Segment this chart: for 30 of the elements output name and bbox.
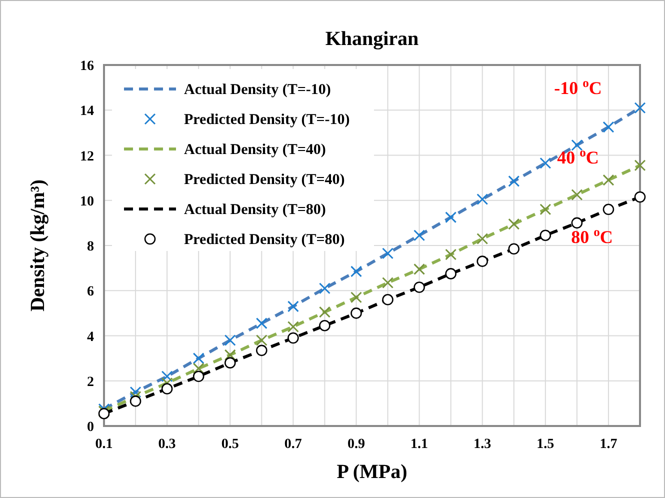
x-tick-label: 0.3	[158, 437, 176, 452]
legend-label: Actual Density (T=40)	[184, 142, 326, 158]
y-tick-label: 0	[87, 420, 94, 435]
x-tick-label: 0.1	[95, 437, 113, 452]
chart-title: Khangiran	[325, 28, 419, 50]
x-tick-label: 1.3	[474, 437, 492, 452]
x-tick-label: 1.1	[410, 437, 428, 452]
y-tick-label: 12	[80, 149, 94, 164]
legend-label: Predicted Density (T=-10)	[184, 112, 350, 128]
y-tick-label: 8	[87, 240, 94, 254]
y-tick-label: 2	[87, 374, 94, 390]
y-tick-label: 16	[80, 59, 94, 74]
legend-label: Actual Density (T=-10)	[184, 82, 331, 98]
x-axis-title: P (MPa)	[336, 461, 408, 483]
y-tick-label: 6	[87, 284, 94, 300]
y-tick-label: 4	[87, 330, 94, 345]
y-axis-title: Density (kg/m³)	[27, 179, 49, 312]
annotation: 40 $^{o}$C	[557, 145, 599, 168]
y-tick-label: 14	[80, 104, 94, 120]
legend-label: Predicted Density (T=80)	[184, 232, 345, 248]
annotation: 80 $^{o}$C	[571, 224, 613, 247]
x-tick-label: 0.5	[221, 437, 239, 452]
y-tick-label: 10	[80, 194, 94, 210]
x-tick-label: 0.7	[284, 437, 302, 452]
x-tick-label: 1.5	[536, 437, 554, 452]
legend-label: Actual Density (T=80)	[184, 202, 326, 218]
legend-label: Predicted Density (T=40)	[184, 172, 345, 188]
annotation: -10 $^{o}$C	[554, 76, 602, 98]
x-tick-label: 0.9	[347, 437, 365, 452]
x-tick-label: 1.7	[600, 437, 618, 452]
